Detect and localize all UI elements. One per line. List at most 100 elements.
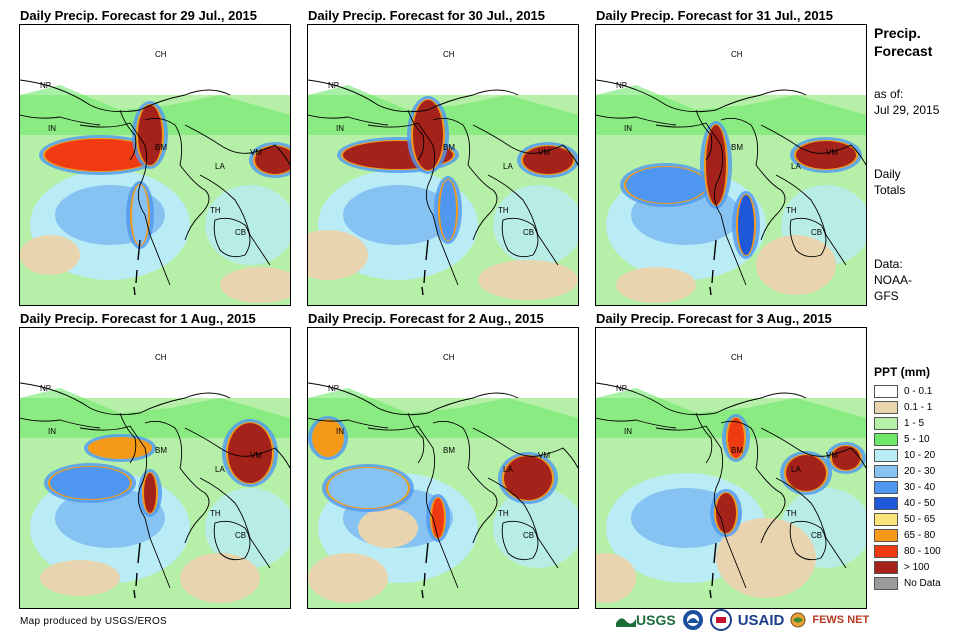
legend-label: 40 - 50 [904,497,936,509]
map-label-ch: CH [731,50,743,59]
map-label-in: IN [624,124,632,133]
usaid-logo: USAID [737,611,785,629]
legend-swatch [874,384,898,398]
legend-swatch [874,528,898,542]
map-label-th: TH [786,509,797,518]
map-label-la: LA [215,162,225,171]
map-label-vm: VM [250,148,262,157]
legend-label: 30 - 40 [904,481,936,493]
map-label-np: NP [616,384,627,393]
panel-title-3: Daily Precip. Forecast for 31 Jul., 2015 [596,8,834,23]
legend-item: No Data [874,575,941,591]
forecast-map-5: CH NP IN BM LA VM TH CB [307,327,579,609]
sidebar-title-line2: Forecast [874,43,933,59]
as-of-label: as of: [874,87,904,101]
legend-item: 10 - 20 [874,447,941,463]
map-label-in: IN [48,124,56,133]
map-label-cb: CB [235,531,246,540]
as-of-date: as of: Jul 29, 2015 [874,86,939,118]
legend-swatch [874,480,898,494]
data-source-line3: GFS [874,289,899,303]
fewsnet-logo: FEWS NET [812,614,870,626]
legend-label: 0 - 0.1 [904,385,933,397]
map-label-bm: BM [443,446,455,455]
legend-item: 30 - 40 [874,479,941,495]
map-label-la: LA [215,465,225,474]
legend-item: 20 - 30 [874,463,941,479]
map-label-bm: BM [155,143,167,152]
map-label-vm: VM [538,148,550,157]
legend-swatch [874,416,898,430]
map-label-cb: CB [523,531,534,540]
map-label-cb: CB [811,228,822,237]
map-label-th: TH [498,509,509,518]
map-label-la: LA [503,162,513,171]
map-label-cb: CB [235,228,246,237]
map-label-ch: CH [443,353,455,362]
map-label-in: IN [48,427,56,436]
sidebar-title-line1: Precip. [874,25,921,41]
map-label-cb: CB [811,531,822,540]
legend-swatch [874,496,898,510]
forecast-map-1: CH NP IN BM LA VM TH CB [19,24,291,306]
legend-swatch [874,448,898,462]
map-label-th: TH [786,206,797,215]
forecast-map-6: CH NP IN BM LA VM TH CB [595,327,867,609]
map-label-la: LA [503,465,513,474]
map-label-in: IN [336,124,344,133]
map-label-np: NP [616,81,627,90]
legend-label: 65 - 80 [904,529,936,541]
noaa-seal-icon [682,610,703,630]
usgs-logo-text: USGS [636,612,676,628]
map-label-bm: BM [155,446,167,455]
data-source-line2: NOAA- [874,273,913,287]
legend-item: 0.1 - 1 [874,399,941,415]
usgs-logo: USGS [616,612,676,628]
legend-swatch [874,560,898,574]
map-label-th: TH [210,206,221,215]
map-label-bm: BM [731,446,743,455]
map-label-th: TH [210,509,221,518]
legend-item: 0 - 0.1 [874,383,941,399]
map-label-np: NP [328,81,339,90]
legend-swatch [874,512,898,526]
legend-item: 5 - 10 [874,431,941,447]
map-label-ch: CH [443,50,455,59]
legend-swatch [874,400,898,414]
fewsnet-globe-icon [790,612,806,628]
map-label-ch: CH [731,353,743,362]
usaid-seal-icon [709,609,732,631]
legend-item: 1 - 5 [874,415,941,431]
map-label-la: LA [791,465,801,474]
panel-title-5: Daily Precip. Forecast for 2 Aug., 2015 [308,311,544,326]
panel-title-2: Daily Precip. Forecast for 30 Jul., 2015 [308,8,546,23]
map-credit: Map produced by USGS/EROS [20,616,168,627]
legend-item: 80 - 100 [874,543,941,559]
daily-label-2: Totals [874,183,906,197]
map-label-in: IN [336,427,344,436]
panel-title-4: Daily Precip. Forecast for 1 Aug., 2015 [20,311,256,326]
legend-label: 80 - 100 [904,545,941,557]
daily-label-1: Daily [874,167,901,181]
legend-label: 20 - 30 [904,465,936,477]
map-label-th: TH [498,206,509,215]
map-label-np: NP [40,384,51,393]
logo-bar: USGS USAID FEWS NET [616,607,869,633]
map-label-vm: VM [538,451,550,460]
map-label-vm: VM [826,451,838,460]
map-label-bm: BM [443,143,455,152]
data-source-label: Data: [874,257,903,271]
legend-item: 65 - 80 [874,527,941,543]
panel-title-1: Daily Precip. Forecast for 29 Jul., 2015 [20,8,258,23]
map-label-cb: CB [523,228,534,237]
map-label-in: IN [624,427,632,436]
forecast-map-4: CH NP IN BM LA VM TH CB [19,327,291,609]
as-of-value: Jul 29, 2015 [874,103,940,117]
forecast-map-3: CH NP IN BM LA VM TH CB [595,24,867,306]
legend-label: > 100 [904,561,930,573]
map-label-ch: CH [155,353,167,362]
legend-label: 5 - 10 [904,433,930,445]
map-label-ch: CH [155,50,167,59]
legend-swatch [874,432,898,446]
legend-item: 40 - 50 [874,495,941,511]
